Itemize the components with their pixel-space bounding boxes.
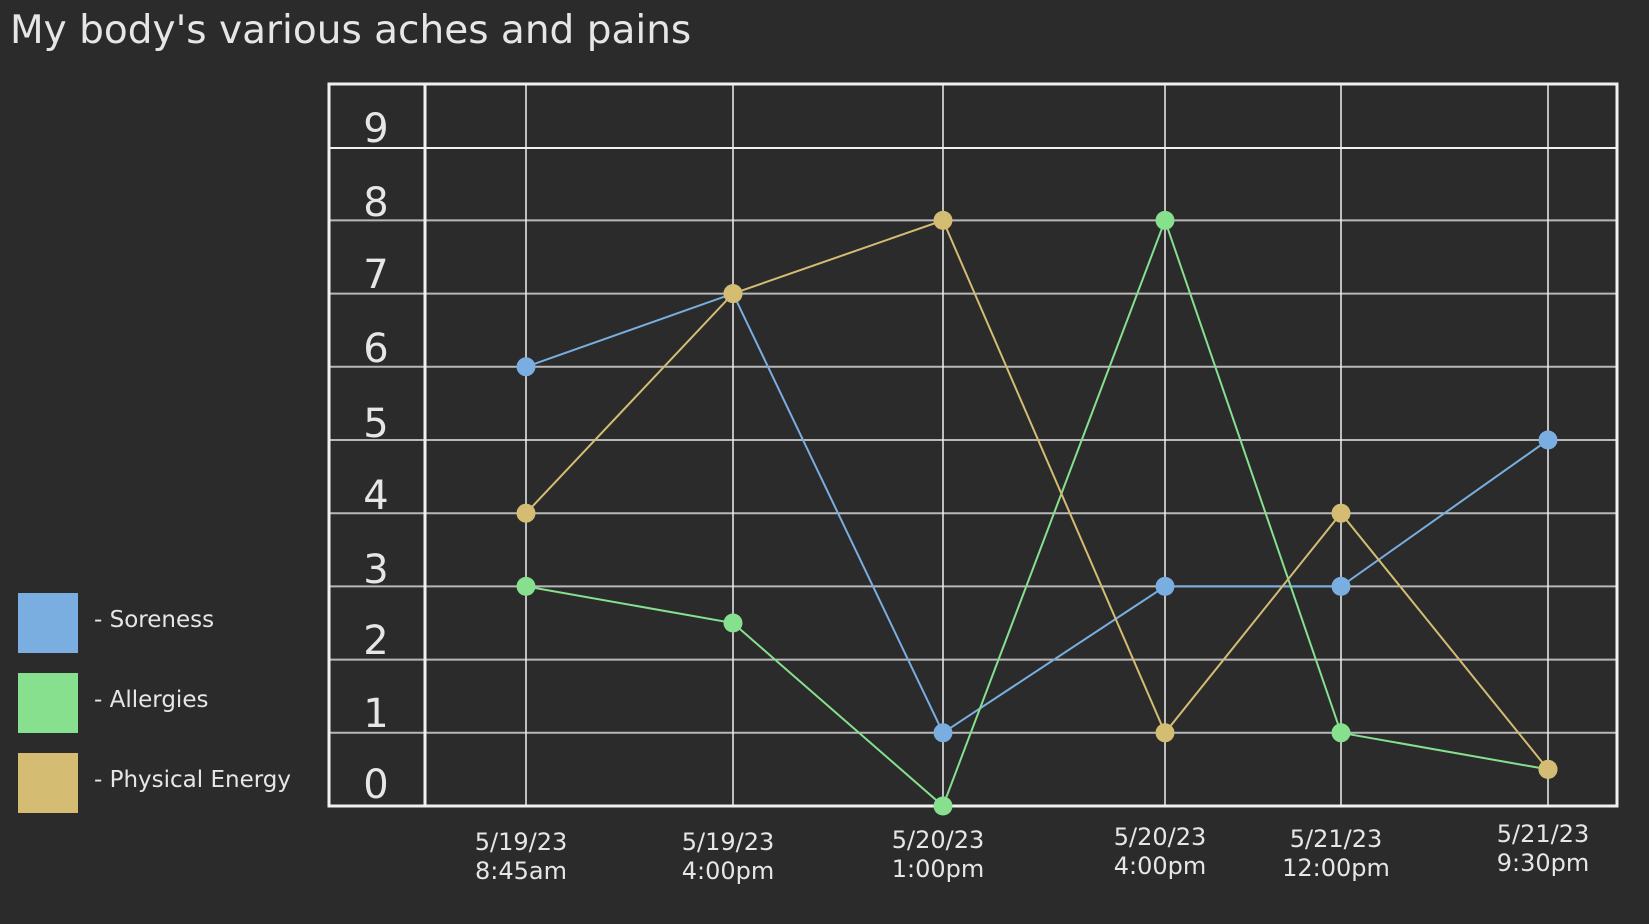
series-line-allergies (525, 217, 1549, 808)
legend-label-soreness: - Soreness (94, 607, 215, 633)
data-point-allergies (723, 613, 743, 633)
data-point-allergies (516, 576, 536, 596)
y-tick-label: 0 (363, 762, 388, 808)
data-point-soreness (1155, 576, 1175, 596)
x-tick-label: 5/21/23 9:30pm (1497, 820, 1590, 877)
x-tick-label: 5/20/23 1:00pm (892, 826, 985, 883)
legend-label-allergies: - Allergies (94, 687, 209, 713)
x-tick-label: 5/21/23 12:00pm (1282, 825, 1390, 882)
data-point-allergies (1331, 723, 1351, 743)
series-layer (516, 210, 1558, 816)
legend-swatch-soreness (18, 593, 78, 653)
y-tick-label: 1 (363, 691, 388, 737)
data-point-physical-energy (1331, 503, 1351, 523)
x-tick-label: 5/19/23 8:45am (475, 828, 568, 885)
y-tick-label: 3 (363, 547, 388, 593)
data-point-allergies (1155, 210, 1175, 230)
legend-swatch-allergies (18, 673, 78, 733)
chart-title: My body's various aches and pains (10, 8, 692, 53)
y-tick-label: 7 (363, 252, 388, 298)
data-point-physical-energy (1155, 723, 1175, 743)
x-tick-label: 5/20/23 4:00pm (1114, 823, 1207, 880)
y-tick-label: 9 (363, 106, 388, 152)
legend-swatch-physical-energy (18, 753, 78, 813)
plot-border (327, 82, 1619, 808)
data-point-physical-energy (1538, 759, 1558, 779)
series-line-soreness (525, 292, 1549, 735)
plot-frame (327, 82, 1619, 808)
data-point-physical-energy (516, 503, 536, 523)
data-point-physical-energy (723, 284, 743, 304)
y-tick-label: 2 (363, 618, 388, 664)
x-tick-label: 5/19/23 4:00pm (682, 828, 775, 885)
data-point-soreness (1331, 576, 1351, 596)
y-tick-label: 4 (363, 473, 388, 519)
data-point-soreness (1538, 430, 1558, 450)
grid-layer (329, 84, 1617, 806)
data-point-soreness (516, 357, 536, 377)
data-point-allergies (933, 796, 953, 816)
y-tick-label: 6 (363, 326, 388, 372)
series-line-physical-energy (525, 219, 1549, 771)
data-point-soreness (933, 723, 953, 743)
y-tick-label: 5 (363, 401, 388, 447)
y-tick-label: 8 (363, 180, 388, 226)
y-tick-labels: 0 1 2 3 4 5 6 7 8 9 (363, 106, 388, 808)
data-point-physical-energy (933, 210, 953, 230)
legend-label-physical-energy: - Physical Energy (94, 767, 292, 793)
x-tick-labels: 5/19/23 8:45am 5/19/23 4:00pm 5/20/23 1:00pm 5… (475, 820, 1590, 885)
